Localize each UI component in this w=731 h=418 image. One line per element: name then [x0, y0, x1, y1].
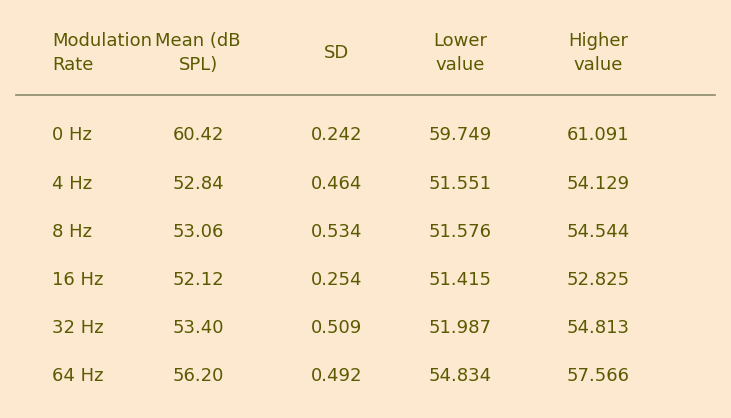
Text: 60.42: 60.42	[173, 127, 224, 145]
Text: 61.091: 61.091	[567, 127, 630, 145]
Text: 56.20: 56.20	[173, 367, 224, 385]
Text: 51.987: 51.987	[428, 319, 492, 337]
Text: Modulation
Rate: Modulation Rate	[53, 33, 152, 74]
Text: 16 Hz: 16 Hz	[53, 271, 104, 289]
Text: 54.813: 54.813	[567, 319, 630, 337]
Text: 52.12: 52.12	[173, 271, 224, 289]
Text: 0 Hz: 0 Hz	[53, 127, 92, 145]
Text: 52.84: 52.84	[173, 175, 224, 193]
Text: 54.544: 54.544	[567, 223, 630, 241]
Text: 54.834: 54.834	[428, 367, 492, 385]
Text: 0.534: 0.534	[311, 223, 362, 241]
Text: 0.254: 0.254	[311, 271, 362, 289]
Text: 0.492: 0.492	[311, 367, 362, 385]
Text: Mean (dB
SPL): Mean (dB SPL)	[155, 33, 240, 74]
Text: 59.749: 59.749	[428, 127, 492, 145]
Text: Lower
value: Lower value	[433, 33, 487, 74]
Text: 51.415: 51.415	[428, 271, 492, 289]
Text: 4 Hz: 4 Hz	[53, 175, 93, 193]
Text: 54.129: 54.129	[567, 175, 630, 193]
Text: 52.825: 52.825	[567, 271, 630, 289]
Text: 53.06: 53.06	[173, 223, 224, 241]
Text: 51.551: 51.551	[428, 175, 492, 193]
Text: 57.566: 57.566	[567, 367, 630, 385]
Text: 8 Hz: 8 Hz	[53, 223, 92, 241]
Text: 53.40: 53.40	[173, 319, 224, 337]
Text: 0.242: 0.242	[311, 127, 362, 145]
Text: SD: SD	[324, 44, 349, 62]
Text: 0.509: 0.509	[311, 319, 362, 337]
Text: 51.576: 51.576	[428, 223, 492, 241]
Text: Higher
value: Higher value	[569, 33, 629, 74]
Text: 64 Hz: 64 Hz	[53, 367, 104, 385]
Text: 0.464: 0.464	[311, 175, 362, 193]
Text: 32 Hz: 32 Hz	[53, 319, 104, 337]
